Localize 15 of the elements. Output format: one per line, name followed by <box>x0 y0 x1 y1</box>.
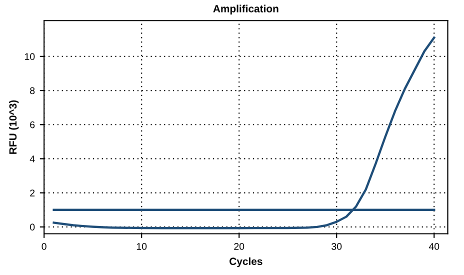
x-tick-label: 40 <box>428 243 440 250</box>
y-tick-label: 10 <box>24 53 35 60</box>
y-tick-label: 0 <box>30 224 35 231</box>
y-tick-label: 2 <box>30 190 35 196</box>
line-series <box>52 36 436 230</box>
x-tick-label: 20 <box>234 243 244 250</box>
x-tick-label: 30 <box>332 243 342 250</box>
x-tick-label: 0 <box>42 243 46 250</box>
y-tick-label: 8 <box>30 87 35 94</box>
y-tick-label: 4 <box>30 156 35 162</box>
y-axis-title: RFU (10^3) <box>8 100 19 154</box>
x-tick-label: 10 <box>136 243 147 250</box>
x-axis-title: Cycles <box>230 257 262 268</box>
y-tick-label: 6 <box>30 121 35 128</box>
chart-title: Amplification <box>213 4 278 14</box>
